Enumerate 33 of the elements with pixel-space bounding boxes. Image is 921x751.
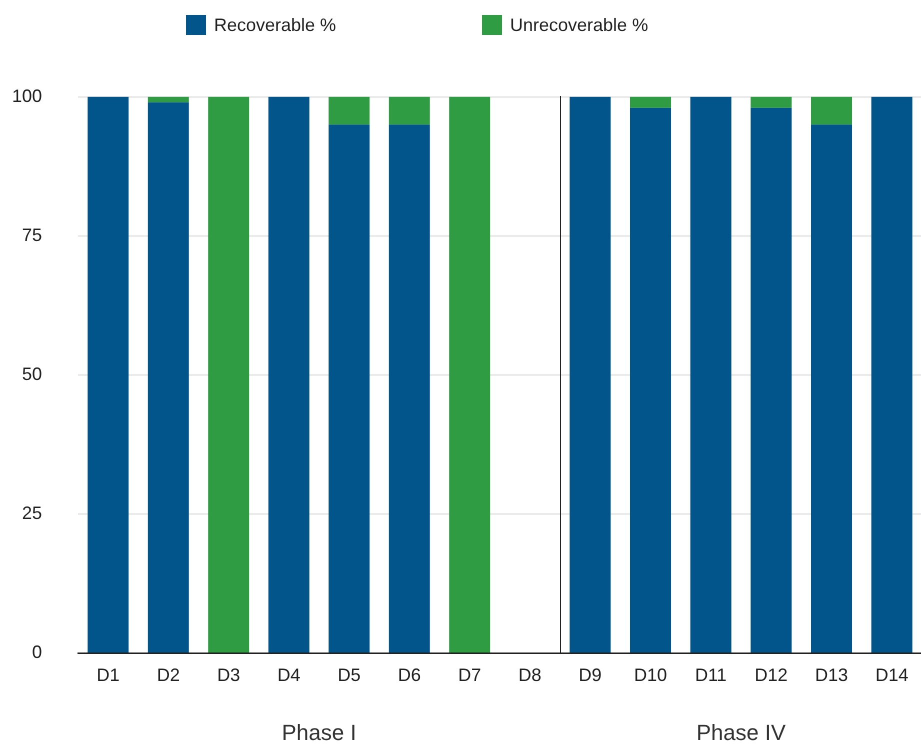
y-tick-label: 100 <box>12 86 42 106</box>
legend-label: Unrecoverable % <box>510 14 648 36</box>
bar <box>208 96 250 652</box>
x-tick-label: D9 <box>578 664 602 685</box>
bar <box>88 96 129 652</box>
x-tick-label: D2 <box>156 664 180 685</box>
bar <box>148 96 189 102</box>
x-tick-label: D11 <box>694 664 726 685</box>
x-tick-label: D1 <box>96 664 120 685</box>
x-tick-label: D6 <box>398 664 421 685</box>
bar <box>328 124 370 652</box>
x-tick-label: D3 <box>217 664 240 685</box>
bar <box>328 96 370 125</box>
x-tick-label: D10 <box>634 664 667 685</box>
x-tick-label: D7 <box>458 664 482 685</box>
x-tick-label: D13 <box>814 664 848 685</box>
bar <box>268 96 310 652</box>
x-axis-title: Phase I <box>282 720 356 745</box>
bar <box>388 96 430 125</box>
x-tick-label: D14 <box>875 664 908 685</box>
x-tick-label: D4 <box>277 664 300 685</box>
y-tick-label: 25 <box>22 502 42 523</box>
y-tick-label: 75 <box>22 224 42 245</box>
y-tick-label: 0 <box>32 642 42 662</box>
bar <box>449 96 490 652</box>
bar <box>148 102 189 652</box>
x-tick-label: D12 <box>754 664 788 685</box>
x-axis-title: Phase IV <box>696 720 786 745</box>
legend-label: Recoverable % <box>214 14 336 36</box>
bar <box>388 124 430 652</box>
x-tick-label: D5 <box>338 664 361 685</box>
y-tick-label: 50 <box>22 364 42 384</box>
x-tick-label: D8 <box>518 664 542 685</box>
